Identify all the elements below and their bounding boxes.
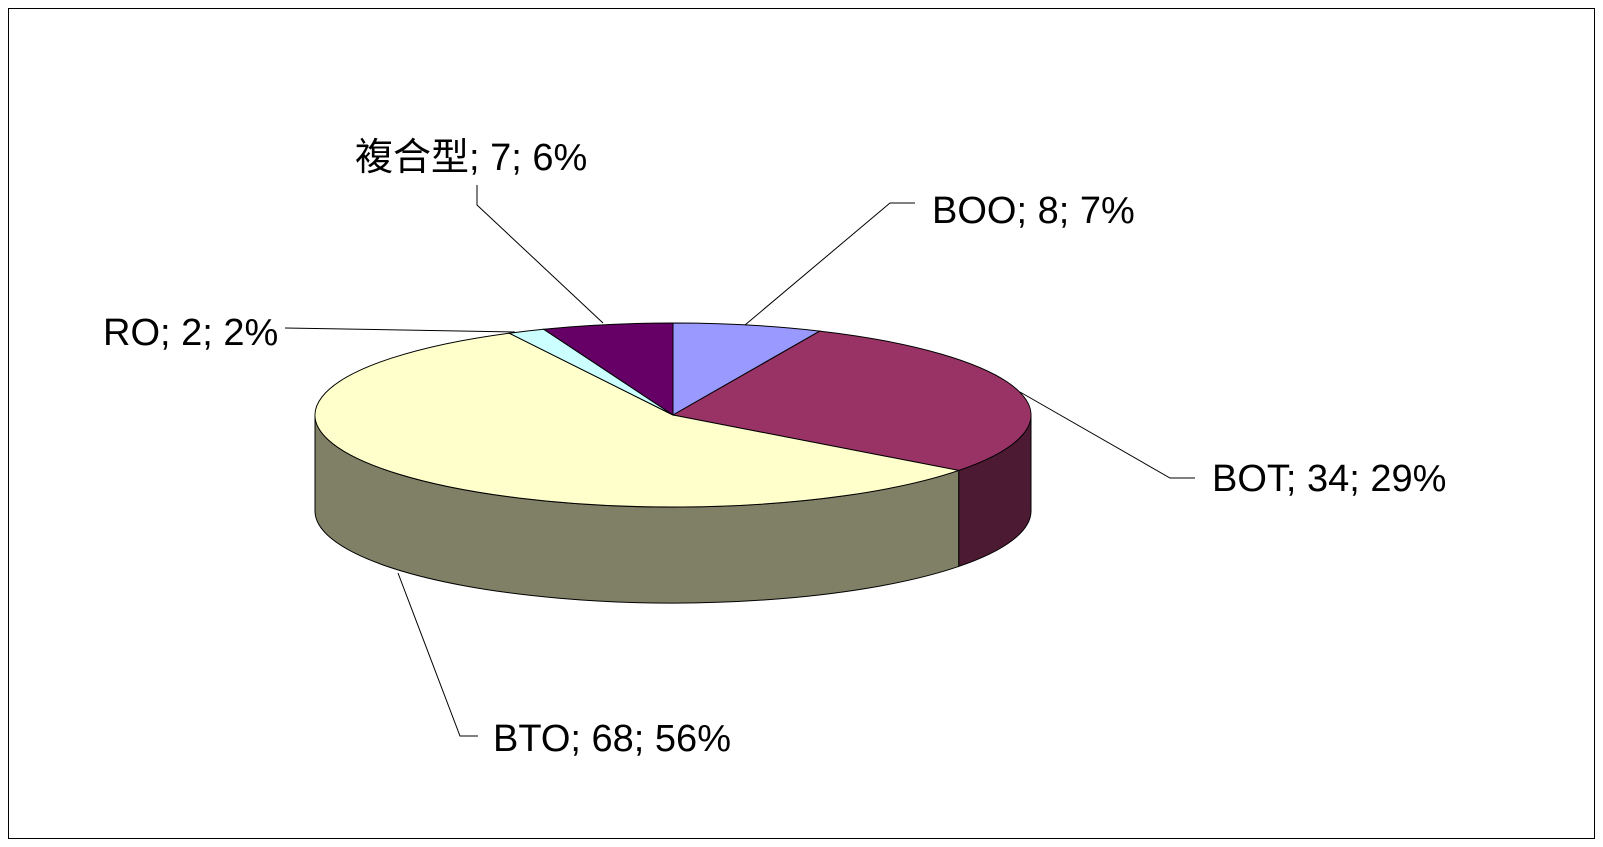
pie-slice [671,330,1032,471]
leader-line [1019,391,1195,479]
data-label: BTO; 68; 56% [493,718,731,760]
pie-slice [542,322,674,416]
data-label: 複合型; 7; 6% [355,137,587,179]
data-label: BOO; 8; 7% [932,190,1135,232]
leader-line [744,202,915,326]
data-label: RO; 2; 2% [103,312,278,354]
pie-slice [314,332,961,508]
pie-slice [672,322,822,416]
data-label: BOT; 34; 29% [1212,458,1446,500]
leader-line [284,327,516,333]
leader-line [476,185,604,324]
leader-line [397,572,478,737]
